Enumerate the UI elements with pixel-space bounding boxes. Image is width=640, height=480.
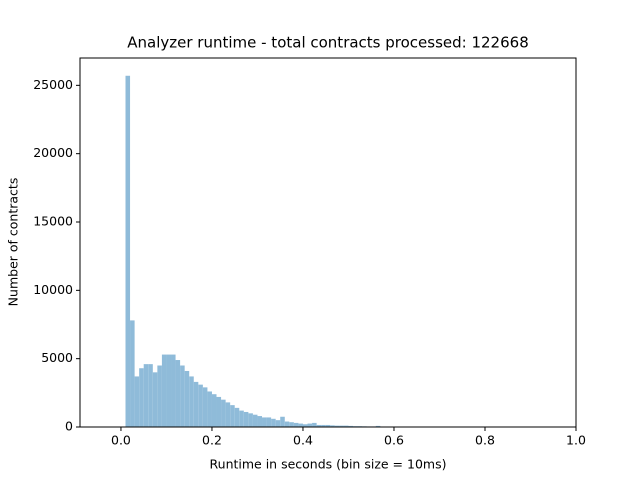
bar	[284, 421, 290, 427]
bar	[348, 425, 354, 427]
bar	[234, 407, 240, 427]
bar	[125, 75, 131, 428]
bar	[171, 354, 176, 427]
bar	[180, 365, 185, 427]
bar	[239, 410, 244, 427]
bar	[202, 387, 208, 427]
bar	[184, 370, 190, 427]
y-tick-label: 0	[65, 419, 73, 434]
y-axis-label: Number of contracts	[6, 178, 21, 307]
bar	[302, 424, 308, 427]
x-axis-label: Runtime in seconds (bin size = 10ms)	[210, 457, 447, 472]
bar	[161, 354, 167, 427]
bar	[316, 424, 322, 427]
bar	[293, 422, 299, 427]
bar	[275, 420, 281, 427]
y-tick-label: 25000	[33, 77, 73, 92]
bar	[325, 424, 331, 427]
bar	[307, 423, 313, 427]
chart-title: Analyzer runtime - total contracts proce…	[127, 34, 528, 52]
bar	[262, 417, 267, 427]
y-tick-label: 5000	[41, 350, 73, 365]
bar	[257, 416, 263, 427]
x-tick-label: 1.0	[566, 433, 586, 448]
bar	[211, 394, 217, 427]
bar	[216, 396, 222, 427]
y-tick-label: 20000	[33, 145, 73, 160]
bar	[193, 381, 199, 427]
bar	[312, 422, 317, 427]
bar	[321, 424, 326, 427]
bar	[230, 405, 235, 427]
bar	[252, 414, 258, 427]
bar	[221, 399, 226, 427]
y-tick-label: 15000	[33, 214, 73, 229]
bar	[175, 360, 181, 427]
bar	[330, 425, 335, 427]
bar	[157, 365, 162, 427]
bar	[339, 425, 344, 427]
x-tick-label: 0.0	[111, 433, 131, 448]
bar	[130, 320, 135, 427]
bar	[280, 416, 285, 427]
x-tick-label: 0.6	[384, 433, 404, 448]
x-tick-label: 0.4	[293, 433, 313, 448]
bar	[189, 376, 194, 427]
x-tick-label: 0.8	[475, 433, 495, 448]
bar	[198, 384, 203, 427]
bar	[271, 418, 276, 427]
bar	[152, 372, 158, 427]
y-tick-label: 10000	[33, 282, 73, 297]
bar	[343, 425, 349, 427]
bar	[148, 364, 153, 427]
bar	[298, 423, 303, 427]
bar	[166, 354, 172, 427]
bar	[134, 376, 140, 427]
bar	[266, 417, 272, 427]
bar	[248, 413, 253, 427]
bar	[334, 425, 340, 427]
bar	[139, 368, 144, 427]
bar	[243, 411, 249, 427]
bar	[289, 422, 294, 427]
bar	[375, 425, 381, 427]
plot-frame	[79, 57, 577, 428]
bar	[207, 391, 212, 427]
bar	[225, 402, 231, 427]
x-tick-label: 0.2	[202, 433, 222, 448]
bar	[143, 364, 149, 427]
